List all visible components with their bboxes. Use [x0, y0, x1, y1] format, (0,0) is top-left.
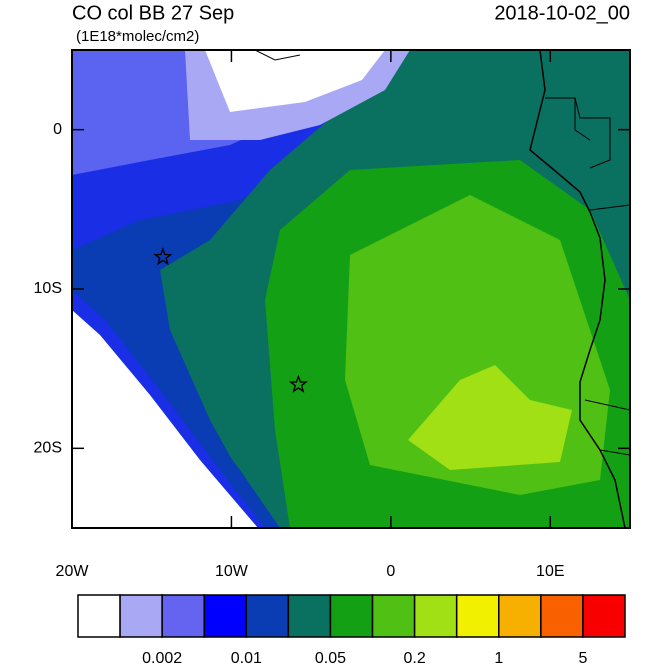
- y-tick-label: 0: [53, 121, 62, 138]
- title: CO col BB 27 Sep: [72, 2, 234, 24]
- colorbar-label: 5: [578, 650, 587, 667]
- colorbar-box: [245, 594, 290, 638]
- colorbar-box: [203, 594, 248, 638]
- x-tick-label: 20W: [56, 563, 90, 580]
- colorbar-label: 1: [494, 650, 503, 667]
- colorbar-label: 0.05: [315, 650, 346, 667]
- site-marker: [288, 374, 308, 393]
- colorbar-box: [540, 594, 584, 638]
- colorbar-box: [77, 594, 121, 638]
- x-tick-label: 10E: [536, 563, 564, 580]
- contour-field: [72, 50, 630, 528]
- colorbar-box: [329, 594, 374, 638]
- site-marker: [153, 247, 173, 266]
- y-tick-label: 20S: [34, 440, 62, 457]
- subtitle: (1E18*molec/cm2): [76, 28, 199, 45]
- colorbar-box: [455, 594, 500, 638]
- colorbar-box: [287, 594, 332, 638]
- colorbar-box: [413, 594, 458, 638]
- x-tick-label: 0: [386, 563, 395, 580]
- colorbar-label: 0.002: [142, 650, 182, 667]
- x-tick-label: 10W: [215, 563, 249, 580]
- colorbar-box: [161, 594, 205, 638]
- colorbar-box: [582, 594, 626, 638]
- colorbar-label: 0.2: [403, 650, 425, 667]
- colorbar-label: 0.01: [231, 650, 262, 667]
- colorbar-box: [119, 594, 163, 638]
- date: 2018-10-02_00: [494, 2, 630, 24]
- colorbar-box: [371, 594, 416, 638]
- colorbar-box: [498, 594, 542, 638]
- y-tick-label: 10S: [34, 280, 62, 297]
